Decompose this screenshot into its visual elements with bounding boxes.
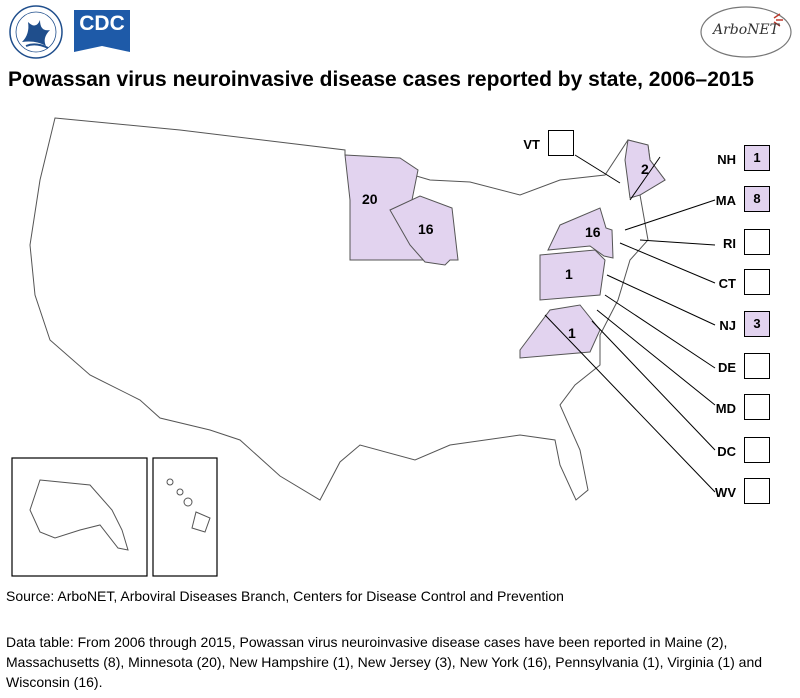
count-me: 2 — [641, 161, 649, 177]
leader-dc — [591, 320, 716, 451]
page-title: Powassan virus neuroinvasive disease cas… — [8, 68, 754, 91]
callout-de-label: DE — [717, 360, 736, 375]
cdc-logo-text: CDC — [79, 12, 125, 35]
source-note: Source: ArboNET, Arboviral Diseases Bran… — [6, 588, 564, 604]
count-mn: 20 — [362, 191, 378, 207]
callout-de-box — [744, 353, 770, 379]
callout-ct-box — [744, 269, 770, 295]
callout-wv-box — [744, 478, 770, 504]
state-wi — [389, 195, 459, 266]
callout-ct-label: CT — [718, 276, 736, 291]
state-ny — [547, 207, 614, 259]
callout-dc-box — [744, 437, 770, 463]
data-table-text: Data table: From 2006 through 2015, Powa… — [6, 634, 763, 690]
callout-ma-box: 8 — [744, 186, 770, 212]
leader-ma — [624, 199, 716, 231]
leader-nj — [606, 274, 716, 326]
us-outline — [29, 117, 666, 501]
count-pa: 1 — [565, 266, 573, 282]
us-state-map — [11, 117, 716, 577]
leader-vt — [574, 154, 621, 184]
alaska-shape — [29, 479, 129, 551]
count-va: 1 — [568, 325, 576, 341]
us-map: 20 16 16 1 1 2 VT NH 1 MA 8 RI CT NJ 3 D… — [0, 100, 800, 580]
leader-ri — [639, 239, 716, 246]
count-wi: 16 — [418, 221, 434, 237]
hhs-seal-logo — [9, 5, 63, 59]
callout-nh-box: 1 — [744, 145, 770, 171]
arbonet-logo-text: ArboNET — [712, 22, 779, 38]
leader-de — [604, 294, 716, 369]
cdc-logo: CDC — [72, 8, 132, 56]
callout-ri-label: RI — [723, 236, 736, 251]
callout-dc-label: DC — [717, 444, 736, 459]
leader-md — [596, 309, 716, 406]
leader-wv — [544, 314, 716, 493]
callout-nj-label: NJ — [719, 318, 736, 333]
callout-md-box — [744, 394, 770, 420]
count-ny: 16 — [585, 224, 601, 240]
callout-vt-box — [548, 130, 574, 156]
state-pa — [539, 249, 606, 301]
leader-ct — [619, 242, 716, 284]
callout-nj-box: 3 — [744, 311, 770, 337]
callout-nh-label: NH — [717, 152, 736, 167]
state-me — [624, 139, 666, 199]
callout-ma-label: MA — [715, 193, 736, 208]
hawaii-shape — [166, 478, 211, 533]
leader-nh — [629, 156, 661, 201]
arbonet-logo: ArboNET — [698, 4, 794, 60]
callout-vt-label: VT — [523, 137, 540, 152]
callout-ri-box — [744, 229, 770, 255]
callout-wv-label: WV — [715, 485, 736, 500]
callout-md-label: MD — [715, 401, 736, 416]
